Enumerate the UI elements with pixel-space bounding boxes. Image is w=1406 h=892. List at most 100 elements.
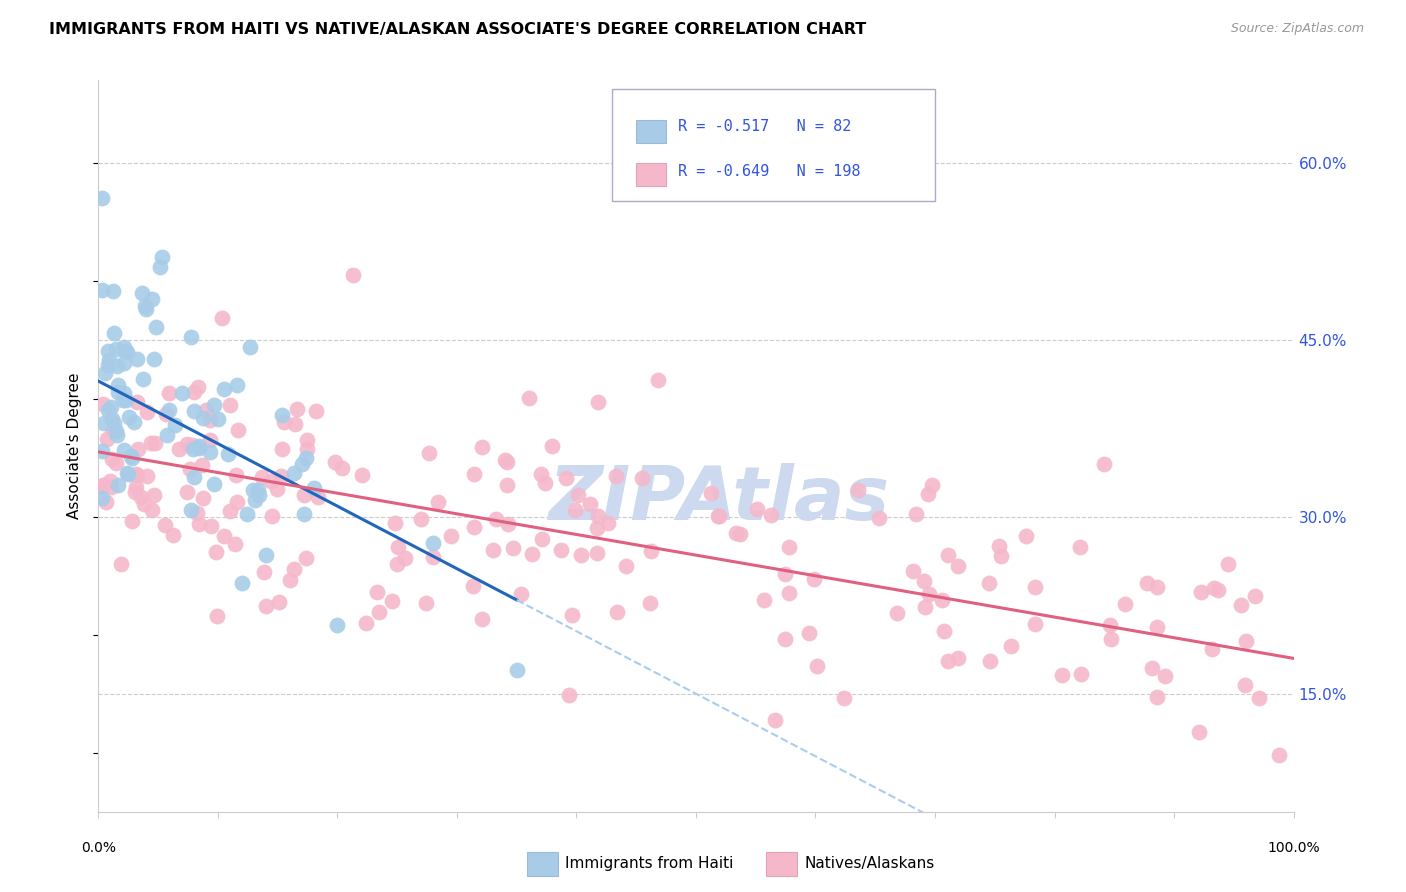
Point: [91, 491, 114, 506]
Point: [1201, 642, 1223, 657]
Point: [409, 512, 432, 526]
Point: [463, 520, 485, 534]
Point: [803, 573, 825, 587]
Point: [111, 393, 134, 408]
Point: [832, 691, 855, 706]
Point: [775, 632, 797, 646]
Point: [631, 471, 654, 485]
Point: [461, 579, 484, 593]
Point: [1069, 540, 1091, 554]
Point: [325, 455, 347, 469]
Point: [1136, 575, 1159, 590]
Point: [141, 292, 163, 306]
Point: [91, 191, 114, 205]
Point: [534, 476, 557, 491]
Point: [107, 427, 129, 442]
Text: ZIPAtlas: ZIPAtlas: [550, 463, 890, 535]
Point: [97, 402, 120, 417]
Point: [112, 356, 135, 370]
Point: [97, 343, 120, 358]
Text: Immigrants from Haiti: Immigrants from Haiti: [565, 856, 734, 871]
Point: [127, 442, 149, 456]
Point: [482, 543, 505, 558]
Point: [260, 509, 283, 524]
Point: [207, 412, 229, 426]
Point: [586, 546, 609, 560]
Point: [101, 412, 124, 426]
Point: [149, 260, 172, 274]
Point: [517, 391, 540, 405]
Point: [1234, 634, 1257, 648]
Point: [183, 404, 205, 418]
Point: [977, 575, 1000, 590]
Point: [250, 470, 273, 484]
Point: [471, 440, 494, 454]
Point: [247, 483, 270, 497]
Point: [520, 547, 543, 561]
Point: [236, 507, 259, 521]
Point: [385, 557, 408, 571]
Point: [554, 471, 576, 485]
Point: [122, 415, 145, 429]
Point: [531, 532, 554, 546]
Point: [550, 543, 572, 558]
Point: [270, 442, 292, 457]
Point: [187, 439, 209, 453]
Point: [934, 624, 956, 638]
Point: [463, 467, 485, 482]
Point: [162, 527, 184, 541]
Point: [541, 439, 564, 453]
Point: [1092, 457, 1115, 471]
Point: [415, 596, 437, 610]
Text: Natives/Alaskans: Natives/Alaskans: [804, 856, 935, 871]
Point: [342, 268, 364, 283]
Point: [115, 345, 138, 359]
Point: [846, 483, 869, 498]
Point: [183, 384, 205, 399]
Point: [1244, 589, 1267, 603]
Point: [381, 594, 404, 608]
Point: [422, 535, 444, 549]
Point: [1101, 632, 1123, 647]
Point: [725, 526, 748, 541]
Point: [614, 558, 637, 573]
Point: [217, 447, 239, 461]
Point: [188, 516, 211, 531]
Point: [270, 469, 292, 483]
Point: [917, 486, 939, 500]
Point: [700, 486, 723, 500]
Point: [157, 402, 180, 417]
Point: [125, 467, 148, 481]
Point: [494, 452, 516, 467]
Point: [485, 512, 508, 526]
Point: [773, 566, 796, 581]
Point: [283, 467, 305, 481]
Point: [103, 326, 125, 340]
Point: [104, 456, 127, 470]
Point: [114, 344, 136, 359]
Point: [180, 330, 202, 344]
Point: [121, 451, 143, 466]
Point: [302, 481, 325, 495]
Point: [1208, 582, 1230, 597]
Point: [1146, 620, 1168, 634]
Point: [180, 502, 202, 516]
Point: [506, 663, 529, 677]
Point: [145, 320, 167, 334]
Text: 100.0%: 100.0%: [1267, 841, 1320, 855]
Point: [143, 435, 166, 450]
Point: [270, 408, 292, 422]
Point: [1218, 557, 1240, 571]
Point: [938, 654, 960, 668]
Point: [167, 442, 190, 456]
Point: [285, 401, 308, 416]
Point: [914, 600, 936, 615]
Point: [284, 417, 307, 432]
Point: [132, 372, 155, 386]
Point: [105, 359, 128, 374]
Point: [186, 507, 208, 521]
Point: [269, 595, 291, 609]
Point: [172, 385, 194, 400]
Point: [1187, 725, 1209, 739]
Point: [510, 587, 533, 601]
